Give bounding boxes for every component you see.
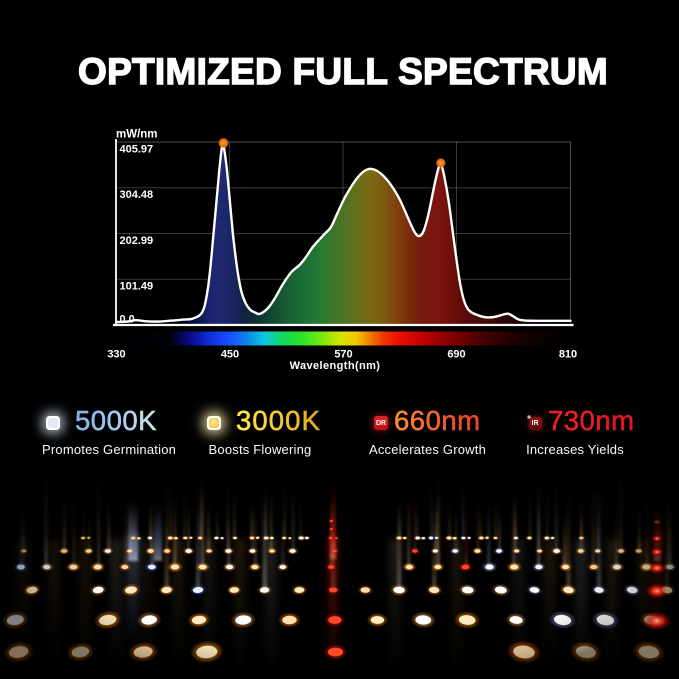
svg-text:570: 570 (334, 349, 352, 361)
svg-text:5000K: 5000K (75, 405, 157, 436)
svg-text:690: 690 (447, 349, 465, 361)
svg-text:3000K: 3000K (236, 405, 321, 436)
svg-text:101.49: 101.49 (120, 281, 154, 293)
svg-text:660nm: 660nm (394, 405, 481, 436)
svg-text:810: 810 (559, 349, 577, 361)
svg-text:304.48: 304.48 (120, 189, 154, 201)
svg-text:0.0: 0.0 (120, 314, 135, 326)
svg-text:730nm: 730nm (548, 405, 635, 436)
svg-text:405.97: 405.97 (120, 144, 154, 156)
svg-text:202.99: 202.99 (120, 235, 154, 247)
svg-text:450: 450 (221, 349, 239, 361)
svg-text:330: 330 (107, 349, 125, 361)
svg-text:Wavelength(nm): Wavelength(nm) (290, 360, 381, 372)
svg-text:mW/nm: mW/nm (116, 129, 158, 141)
